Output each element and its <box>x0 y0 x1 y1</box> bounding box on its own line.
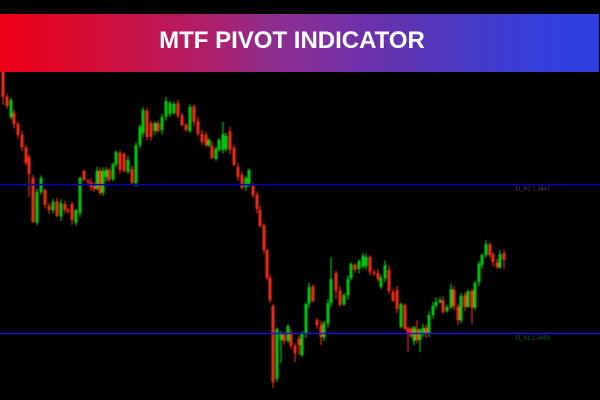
svg-text:D_R2 1.3447: D_R2 1.3447 <box>516 187 550 193</box>
svg-text:D_S1 1.3433: D_S1 1.3433 <box>516 336 550 342</box>
